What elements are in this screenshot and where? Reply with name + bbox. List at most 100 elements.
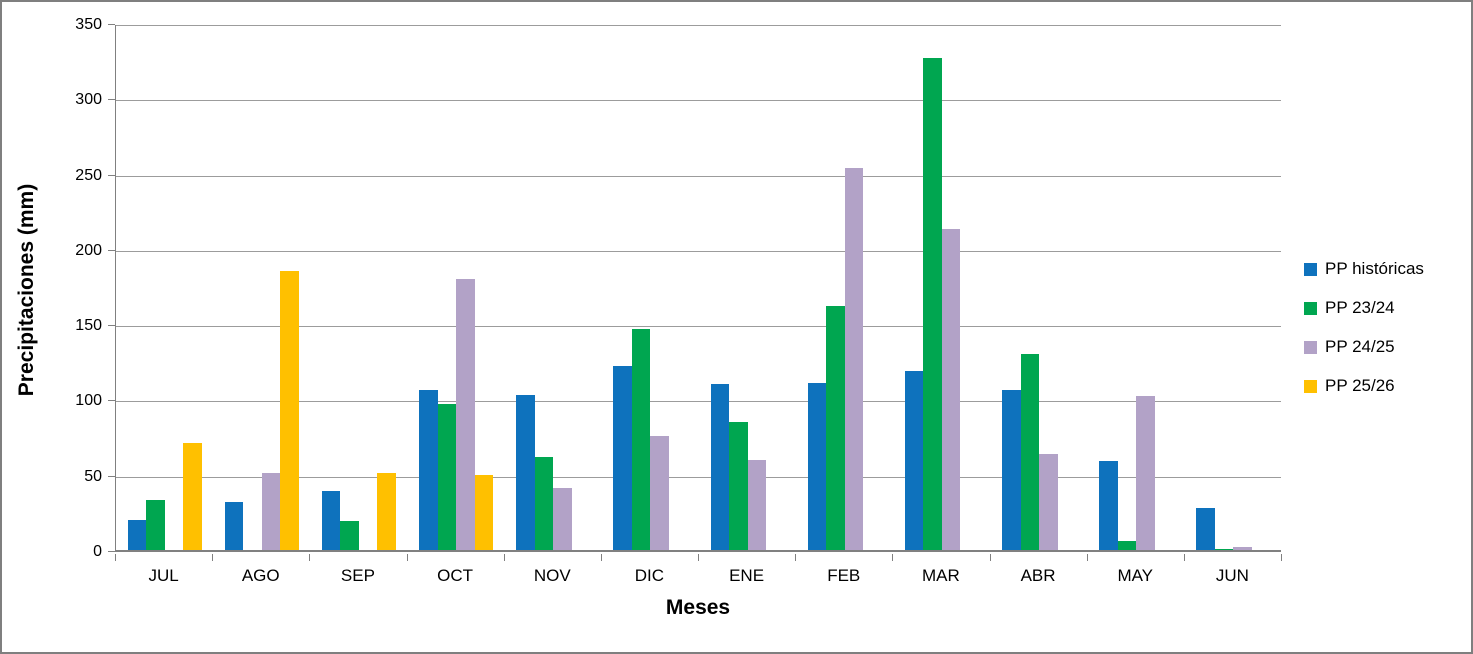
y-tick-label-250: 250 xyxy=(75,166,102,184)
legend-label-pp-23-24: PP 23/24 xyxy=(1325,298,1395,317)
x-axis-tick-9 xyxy=(989,554,991,561)
gridline-100 xyxy=(116,401,1281,403)
x-axis-tick-10 xyxy=(1086,554,1088,561)
bar-pp-23-24-jun xyxy=(1214,548,1234,550)
bar-pp-23-24-abr xyxy=(1020,354,1040,550)
bar-pp-25-26-oct xyxy=(474,474,494,550)
bar-pp-23-24-sep xyxy=(340,521,359,550)
x-tick-label-ene: ENE xyxy=(729,566,765,585)
y-tick-label-350: 350 xyxy=(75,16,102,33)
bar-pp-históricas-jun xyxy=(1196,507,1215,550)
gridline-250 xyxy=(116,175,1281,177)
bar-pp-históricas-nov xyxy=(516,394,535,550)
bar-pp-históricas-may xyxy=(1099,461,1118,550)
gridline-350 xyxy=(116,25,1281,26)
y-axis-tick-0 xyxy=(108,551,115,552)
y-axis-tick-100 xyxy=(108,400,115,402)
bar-pp-24-25-jun xyxy=(1233,547,1252,550)
legend-swatch-pp-historicas xyxy=(1304,262,1317,276)
bar-pp-23-24-nov xyxy=(534,456,554,550)
y-axis-tick-50 xyxy=(108,475,115,477)
legend-item-pp-24-25: PP 24/25 xyxy=(1304,336,1424,358)
x-tick-label-sep: SEP xyxy=(340,566,375,585)
x-axis-title: Meses xyxy=(665,596,731,619)
bar-pp-históricas-oct xyxy=(419,390,438,550)
bar-pp-históricas-jul xyxy=(127,519,147,550)
x-axis-tick-2 xyxy=(309,554,311,561)
x-axis-tick-7 xyxy=(795,554,797,561)
x-axis-tick-4 xyxy=(503,554,505,561)
gridline-150 xyxy=(116,326,1281,328)
x-axis-tick-3 xyxy=(406,554,408,561)
y-axis-tick-250 xyxy=(108,174,115,176)
y-axis-tick-200 xyxy=(108,249,115,251)
plot-area xyxy=(115,25,1281,552)
x-tick-label-nov: NOV xyxy=(533,566,571,585)
x-tick-label-may: MAY xyxy=(1117,566,1154,585)
bar-pp-históricas-mar xyxy=(904,370,924,550)
bar-pp-23-24-feb xyxy=(826,306,845,550)
y-tick-label-150: 150 xyxy=(75,317,102,335)
legend-item-pp-historicas: PP históricas xyxy=(1304,258,1424,280)
x-tick-label-feb: FEB xyxy=(827,566,861,585)
bar-pp-históricas-abr xyxy=(1002,390,1021,550)
y-tick-label-300: 300 xyxy=(75,91,102,109)
x-axis-tick-0 xyxy=(115,554,116,561)
bar-pp-históricas-feb xyxy=(807,382,827,550)
bar-pp-23-24-jul xyxy=(146,500,165,550)
bar-pp-históricas-sep xyxy=(321,491,341,550)
gridline-300 xyxy=(116,100,1281,102)
bar-pp-24-25-abr xyxy=(1039,453,1058,550)
bar-pp-23-24-oct xyxy=(437,403,457,550)
bar-pp-24-25-dic xyxy=(650,435,669,550)
x-tick-label-abr: ABR xyxy=(1020,566,1056,585)
legend-swatch-pp-25-26 xyxy=(1304,379,1317,393)
bar-pp-23-24-ene xyxy=(729,422,748,550)
y-axis-title: Precipitaciones (mm) xyxy=(15,183,38,397)
bar-pp-25-26-jul xyxy=(183,443,202,550)
gridline-50 xyxy=(116,476,1281,478)
bar-pp-24-25-oct xyxy=(456,278,475,550)
bar-pp-23-24-may xyxy=(1117,540,1137,550)
x-axis-tick-12 xyxy=(1281,554,1282,561)
legend-item-pp-25-26: PP 25/26 xyxy=(1304,375,1424,397)
bar-pp-25-26-sep xyxy=(377,473,396,550)
bar-pp-23-24-dic xyxy=(631,328,651,550)
x-axis-tick-5 xyxy=(600,554,602,561)
bar-pp-24-25-ene xyxy=(747,459,767,550)
y-axis-tick-350 xyxy=(108,24,115,25)
legend-swatch-pp-23-24 xyxy=(1304,301,1317,315)
x-tick-label-oct: OCT xyxy=(437,566,474,585)
legend-item-pp-23-24: PP 23/24 xyxy=(1304,297,1424,319)
x-tick-label-jul: JUL xyxy=(148,566,179,585)
x-tick-label-mar: MAR xyxy=(922,566,960,585)
y-tick-label-0: 0 xyxy=(93,543,102,560)
y-tick-label-200: 200 xyxy=(75,241,102,259)
bar-pp-25-26-ago xyxy=(280,271,299,550)
y-tick-label-100: 100 xyxy=(75,392,102,410)
bar-pp-históricas-ago xyxy=(224,501,244,550)
y-tick-label-50: 50 xyxy=(84,467,102,485)
gridline-200 xyxy=(116,250,1281,252)
x-tick-label-ago: AGO xyxy=(241,566,280,585)
bar-pp-23-24-mar xyxy=(923,57,942,550)
y-axis-tick-150 xyxy=(108,325,115,327)
legend-label-pp-25-26: PP 25/26 xyxy=(1325,376,1395,395)
bar-pp-24-25-nov xyxy=(553,488,572,550)
bar-pp-24-25-feb xyxy=(844,167,864,550)
bar-pp-24-25-ago xyxy=(261,473,281,550)
x-axis-tick-1 xyxy=(212,554,214,561)
legend-swatch-pp-24-25 xyxy=(1304,340,1317,354)
x-axis-tick-8 xyxy=(892,554,894,561)
x-axis-tick-11 xyxy=(1183,554,1185,561)
x-tick-label-dic: DIC xyxy=(634,566,665,585)
y-axis-tick-300 xyxy=(108,99,115,101)
bar-pp-24-25-mar xyxy=(941,229,961,550)
bar-pp-históricas-dic xyxy=(613,366,632,550)
bar-pp-24-25-may xyxy=(1136,396,1155,550)
x-tick-label-jun: JUN xyxy=(1215,566,1249,585)
legend-label-pp-historicas: PP históricas xyxy=(1325,259,1424,278)
legend: PP históricas PP 23/24 PP 24/25 PP 25/26 xyxy=(1304,258,1424,397)
x-axis-tick-6 xyxy=(698,554,699,561)
